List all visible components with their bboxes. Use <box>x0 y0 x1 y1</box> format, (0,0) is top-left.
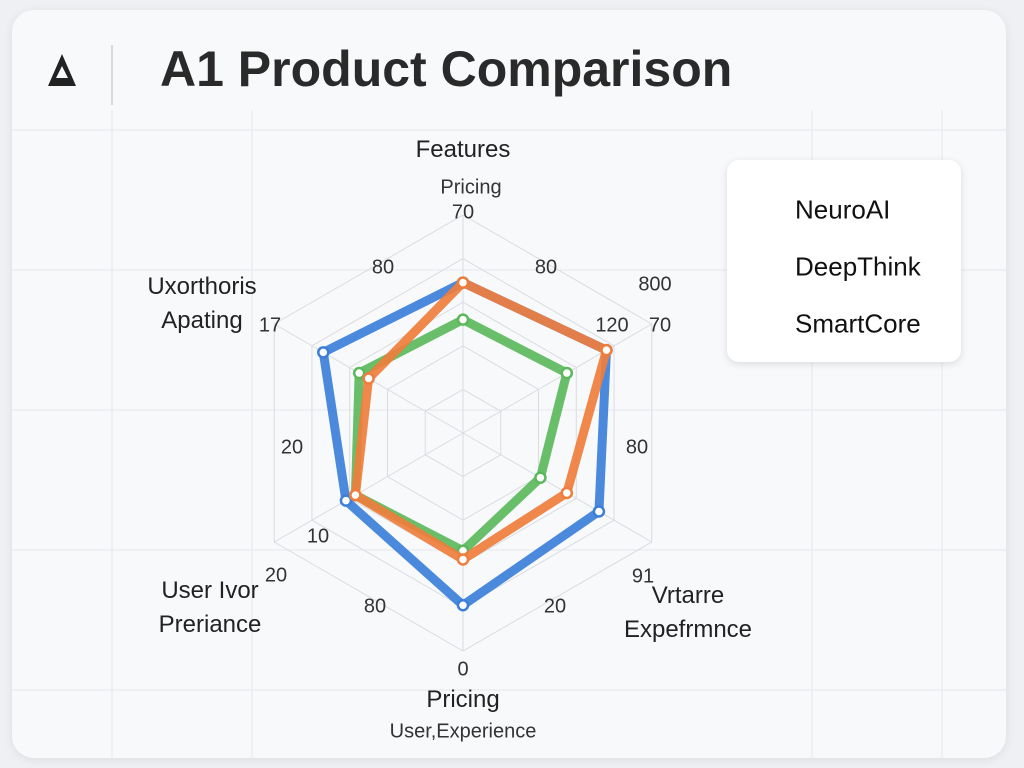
annotation: 80 <box>534 256 558 279</box>
data-point <box>317 346 330 359</box>
annotation: 120 <box>595 314 629 337</box>
annotation: 20 <box>543 595 567 618</box>
legend-label: DeepThink <box>795 251 921 282</box>
axis-label: Uxorthoris Apating <box>147 273 257 334</box>
data-point <box>456 598 470 612</box>
card: A1 Product Comparison NeuroAI DeepThink Sm… <box>12 10 1006 758</box>
legend: NeuroAI DeepThink SmartCore <box>727 160 961 362</box>
data-point <box>592 505 606 518</box>
data-point <box>600 343 613 357</box>
annotation: 70 <box>451 201 475 224</box>
axis-label: User Ivor Preriance <box>158 577 262 638</box>
data-point <box>339 494 353 507</box>
legend-label: NeuroAI <box>795 194 891 225</box>
annotation: 80 <box>371 256 395 279</box>
annotation: 91 <box>631 565 655 588</box>
data-point <box>349 488 362 502</box>
annotation: 70 <box>648 314 672 337</box>
data-point <box>560 366 574 380</box>
data-point <box>456 553 470 566</box>
data-point <box>456 276 470 289</box>
annotation: 0 <box>457 658 469 681</box>
data-point <box>534 471 547 484</box>
annotation: 20 <box>280 436 304 459</box>
legend-label: SmartCore <box>795 308 921 339</box>
data-point <box>352 366 366 380</box>
annotation: 10 <box>306 525 330 548</box>
annotation: User,Experience <box>389 720 537 743</box>
annotation: 80 <box>363 595 387 618</box>
data-point <box>456 313 470 326</box>
spoke <box>462 432 653 543</box>
annotation: 17 <box>258 314 282 337</box>
chart-title: A1 Product Comparison <box>160 41 733 97</box>
data-point <box>362 372 375 385</box>
logo <box>48 54 76 86</box>
spoke <box>462 323 653 434</box>
chart <box>12 45 1006 758</box>
axis-label: Features <box>415 136 511 163</box>
axis-label: Vrtarre Expefrmnce <box>623 582 753 643</box>
axis-label: Pricing <box>426 686 500 713</box>
background-grid <box>12 110 1006 758</box>
data-point <box>560 486 574 500</box>
annotation: Pricing <box>440 176 502 199</box>
annotation: 80 <box>625 436 649 459</box>
spoke <box>273 432 464 543</box>
annotation: 20 <box>264 564 288 587</box>
radar <box>273 214 653 652</box>
annotation: 800 <box>638 273 672 296</box>
